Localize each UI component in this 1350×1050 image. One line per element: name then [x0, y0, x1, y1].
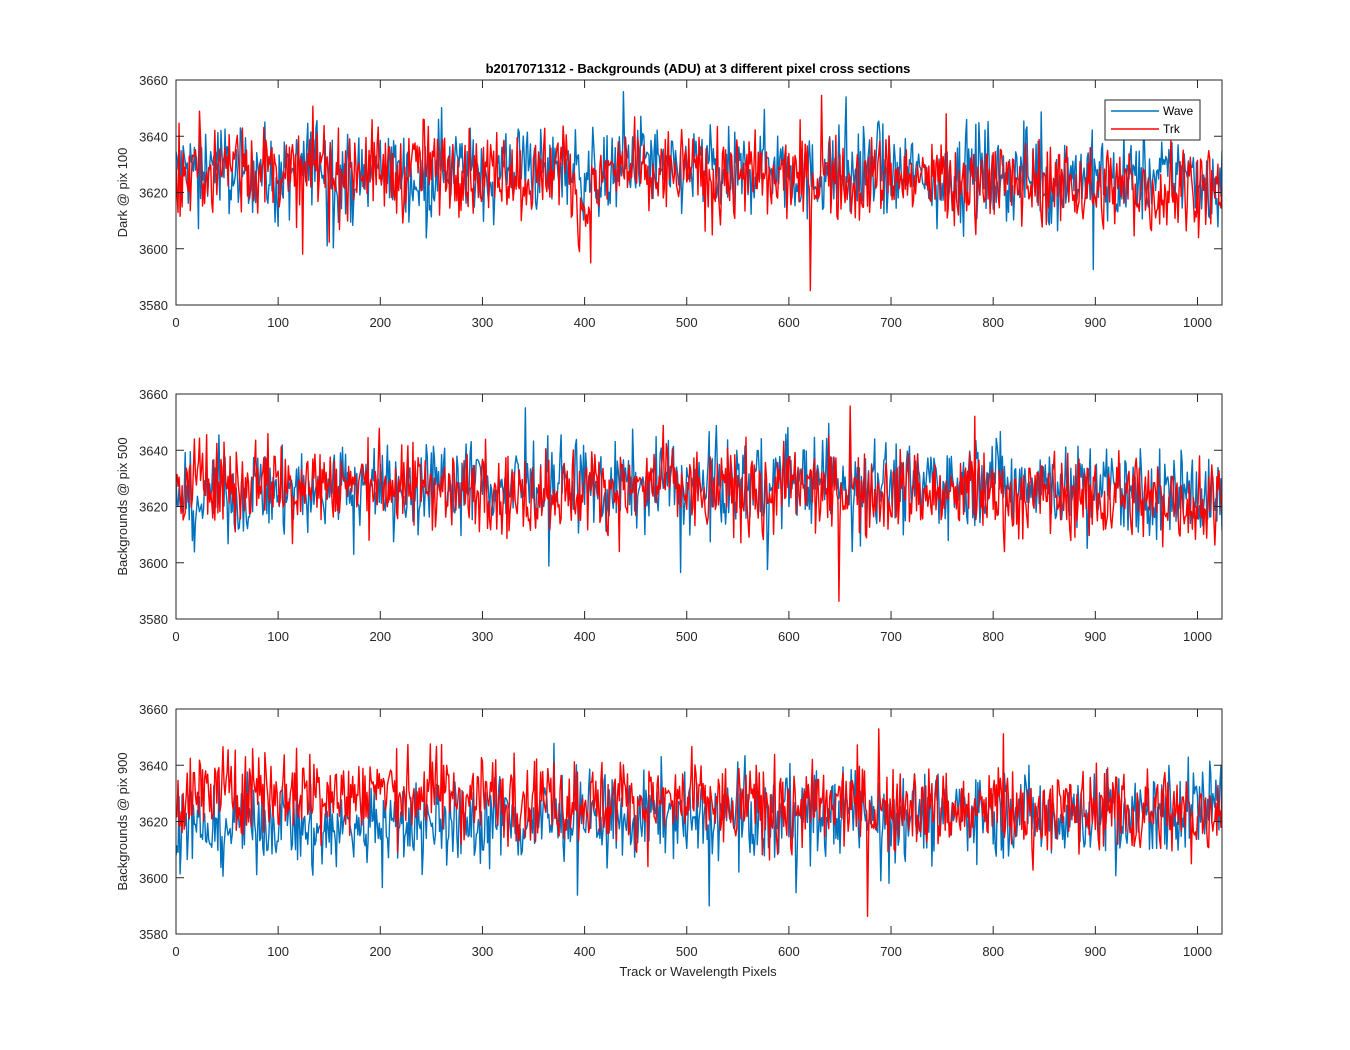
x-tick-label: 100: [267, 944, 289, 959]
y-tick-label: 3580: [139, 927, 168, 942]
y-tick-label: 3600: [139, 556, 168, 571]
y-tick-label: 3600: [139, 242, 168, 257]
plot-area: [176, 394, 1222, 619]
x-tick-label: 600: [778, 315, 800, 330]
y-tick-label: 3660: [139, 702, 168, 717]
x-tick-label: 0: [172, 629, 179, 644]
figure-title: b2017071312 - Backgrounds (ADU) at 3 dif…: [486, 61, 911, 76]
x-tick-label: 200: [369, 315, 391, 330]
x-tick-label: 300: [472, 944, 494, 959]
series-group: [176, 405, 1222, 602]
y-tick-label: 3580: [139, 612, 168, 627]
x-tick-label: 700: [880, 629, 902, 644]
subplots: 0 100 200 300 400 500 600 700 800 900 100035803600…: [115, 73, 1223, 959]
x-tick-label: 100: [267, 629, 289, 644]
x-tick-label: 100: [267, 315, 289, 330]
x-tick-label: 200: [369, 944, 391, 959]
y-tick-label: 3640: [139, 758, 168, 773]
x-tick-label: 300: [472, 629, 494, 644]
x-tick-label: 400: [574, 944, 596, 959]
x-tick-label: 700: [880, 315, 902, 330]
y-tick-label: 3600: [139, 871, 168, 886]
x-tick-label: 0: [172, 944, 179, 959]
x-tick-label: 800: [982, 944, 1004, 959]
y-tick-label: 3620: [139, 500, 168, 515]
x-tick-label: 300: [472, 315, 494, 330]
subplot-3: 0 100 200 300 400 500 600 700 800 900 1000 3580 3600…: [115, 702, 1223, 959]
x-tick-label: 500: [676, 315, 698, 330]
x-tick-label: 500: [676, 944, 698, 959]
series-line-trk: [176, 728, 1222, 918]
x-tick-label: 400: [574, 315, 596, 330]
legend-label-trk: Trk: [1163, 122, 1181, 136]
legend-label-wave: Wave: [1163, 104, 1194, 118]
series-group: [176, 90, 1222, 292]
x-tick-label: 1000: [1183, 629, 1212, 644]
x-tick-label: 0: [172, 315, 179, 330]
y-tick-label: 3580: [139, 298, 168, 313]
y-axis-label: Backgrounds @ pix 500: [115, 437, 130, 575]
x-tick-label: 1000: [1183, 944, 1212, 959]
y-tick-label: 3620: [139, 815, 168, 830]
subplot-1: 0 100 200 300 400 500 600 700 800 900 1000 3580 3600…: [115, 73, 1223, 330]
series-group: [176, 728, 1222, 918]
x-tick-label: 900: [1084, 944, 1106, 959]
x-tick-label: 400: [574, 629, 596, 644]
y-tick-label: 3620: [139, 186, 168, 201]
series-line-trk: [176, 405, 1222, 602]
y-axis-label: Backgrounds @ pix 900: [115, 752, 130, 890]
legend: Wave Trk: [1104, 99, 1201, 141]
y-tick-label: 3660: [139, 387, 168, 402]
x-tick-label: 600: [778, 629, 800, 644]
legend-box: [1104, 99, 1201, 141]
x-tick-label: 600: [778, 944, 800, 959]
x-tick-label: 800: [982, 315, 1004, 330]
x-tick-label: 500: [676, 629, 698, 644]
x-tick-label: 900: [1084, 629, 1106, 644]
y-axis-label: Dark @ pix 100: [115, 148, 130, 238]
x-tick-label: 900: [1084, 315, 1106, 330]
y-tick-label: 3640: [139, 129, 168, 144]
x-tick-label: 1000: [1183, 315, 1212, 330]
series-line-trk: [176, 94, 1222, 292]
y-tick-label: 3640: [139, 443, 168, 458]
x-tick-label: 700: [880, 944, 902, 959]
x-tick-label: 200: [369, 629, 391, 644]
y-tick-label: 3660: [139, 73, 168, 88]
x-tick-label: 800: [982, 629, 1004, 644]
subplot-2: 0 100 200 300 400 500 600 700 800 900 1000 3580 3600…: [115, 387, 1223, 644]
x-axis-label: Track or Wavelength Pixels: [619, 964, 777, 979]
